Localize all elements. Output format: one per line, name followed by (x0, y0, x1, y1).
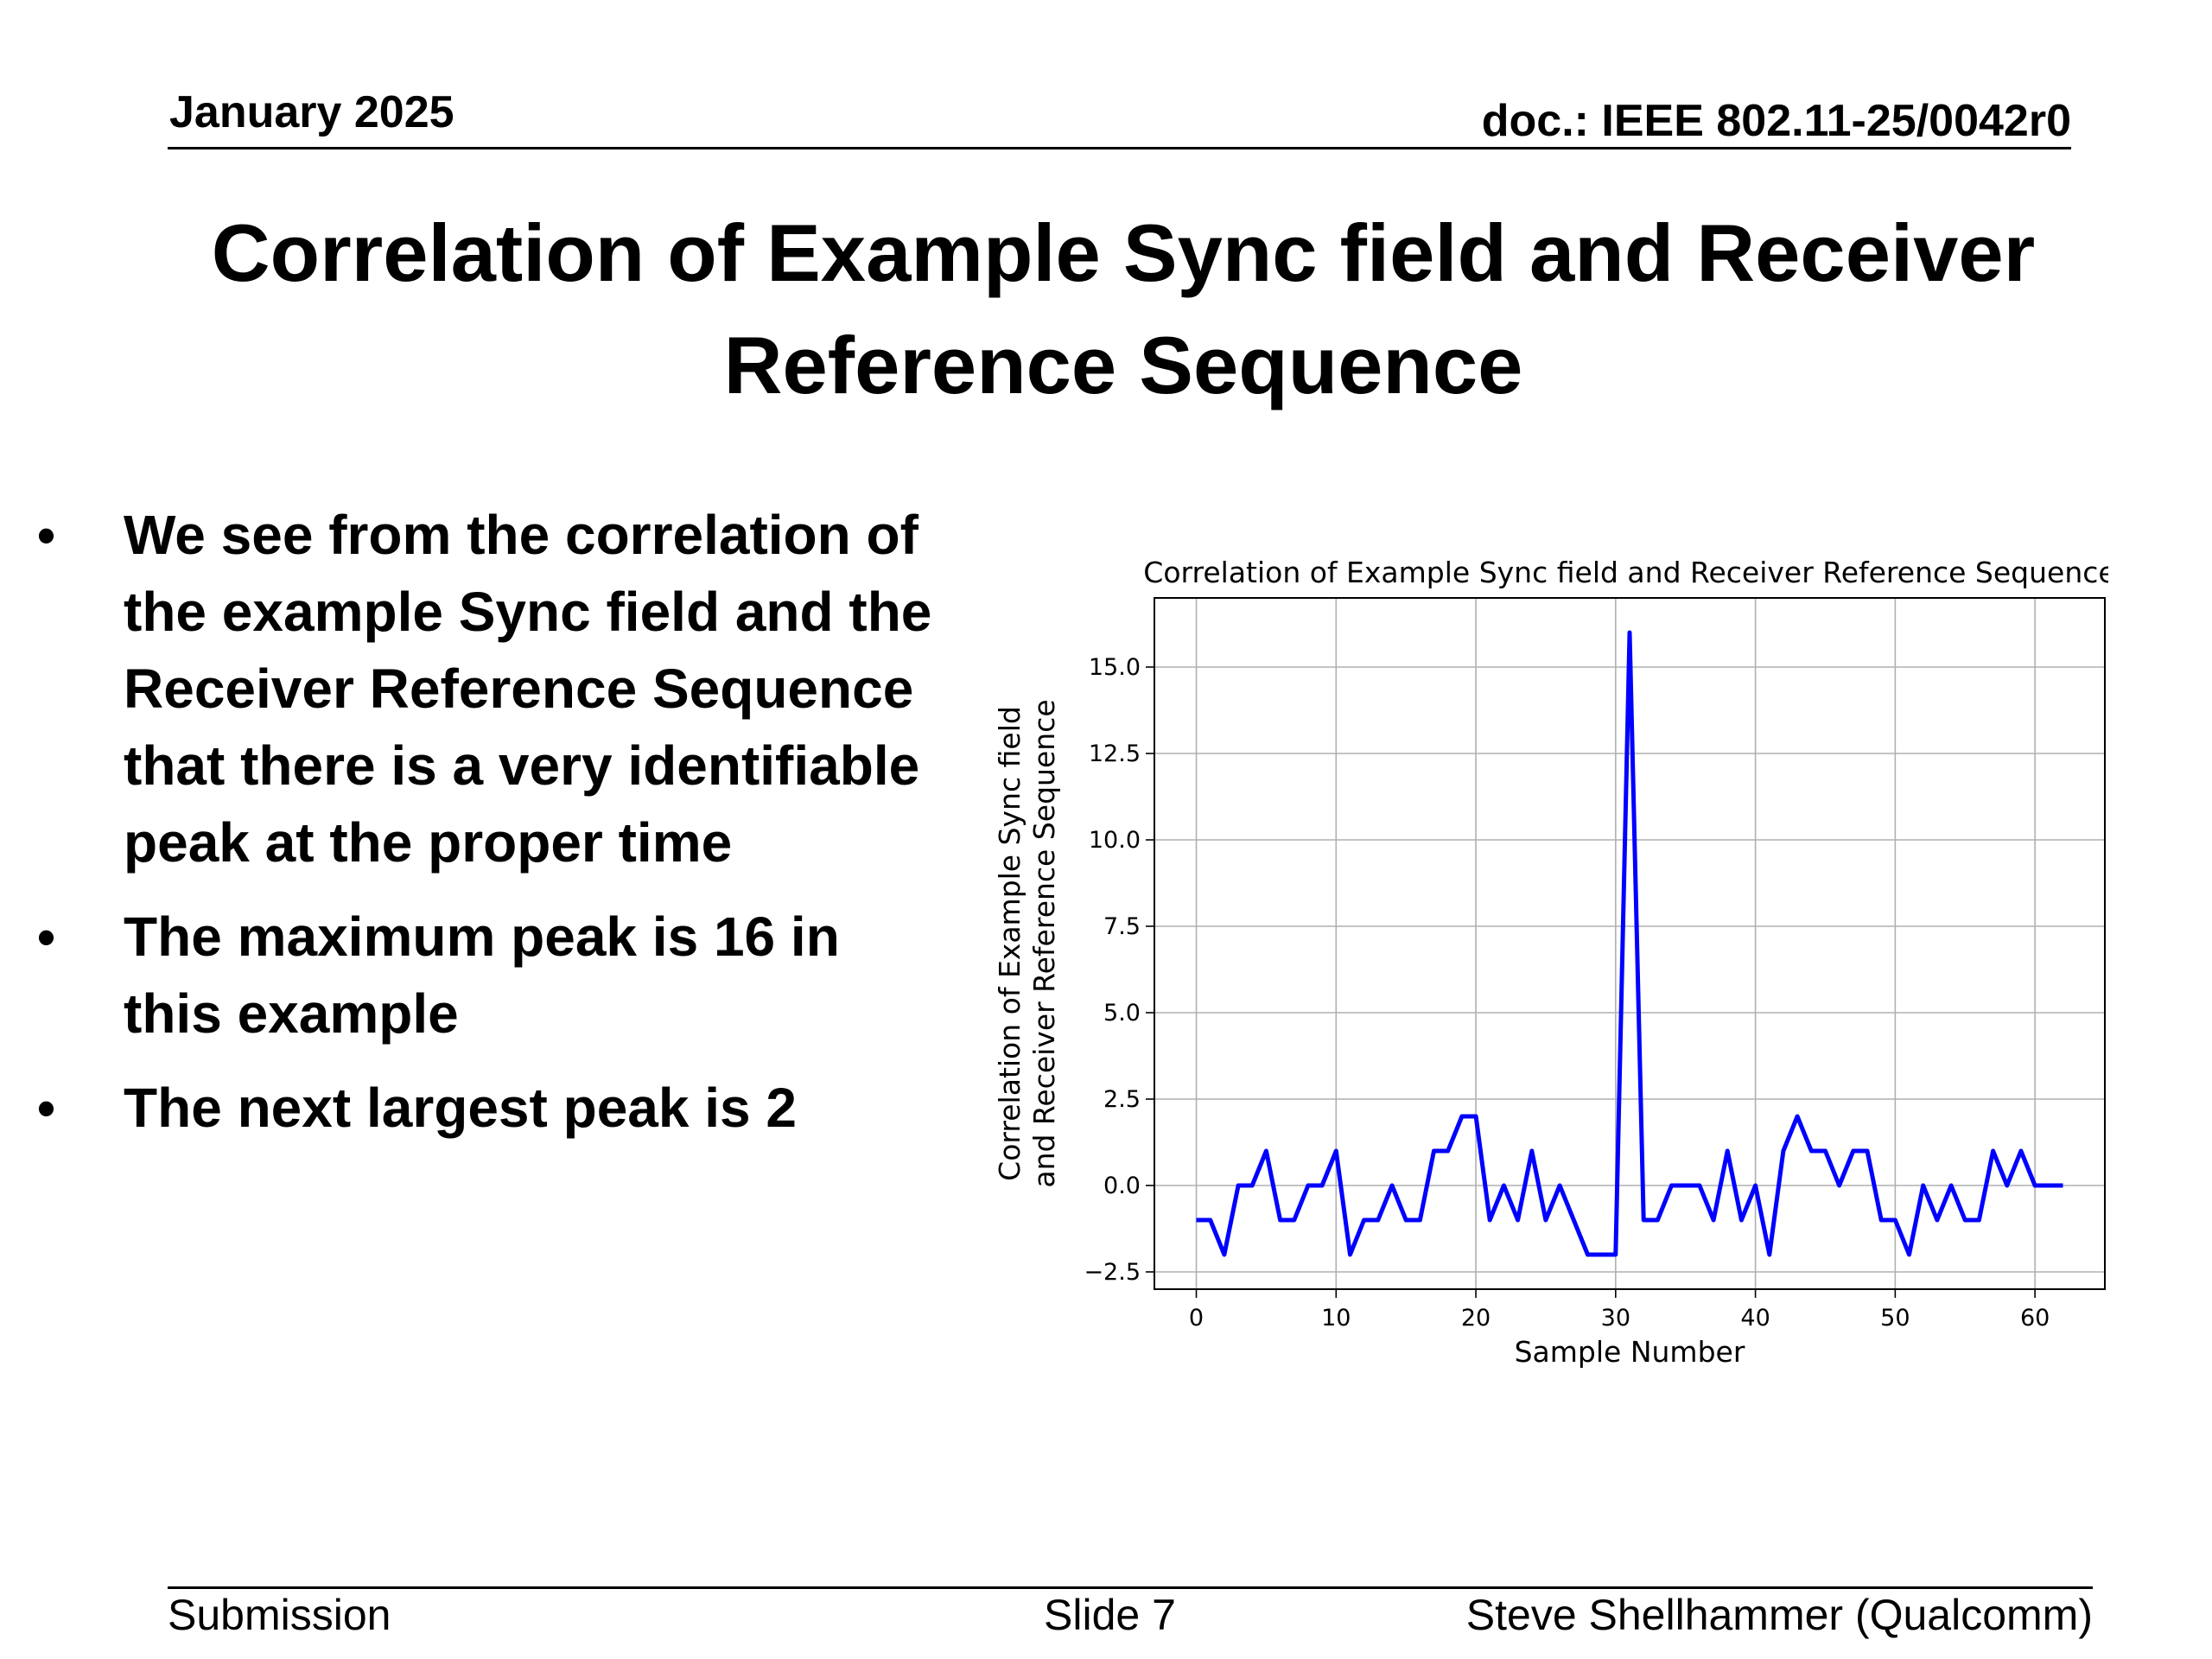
bullet-marker: • (37, 1079, 56, 1137)
bullet-list: • We see from the correlation of the exa… (35, 497, 933, 1164)
x-tick-label: 30 (1601, 1305, 1630, 1332)
y-tick-label: −2.5 (1084, 1259, 1141, 1286)
y-tick-label: 0.0 (1103, 1173, 1141, 1199)
correlation-chart: 0 10 20 30 40 50 60 −2.5 0.0 2.5 5.0 7.5 10.0 12.5 15.… (985, 544, 2108, 1391)
footer-submission: Submission (168, 1591, 391, 1639)
bullet-text: We see from the correlation of the examp… (124, 504, 932, 874)
y-tick-label: 2.5 (1103, 1086, 1141, 1113)
bullet-text: The maximum peak is 16 in this example (124, 906, 840, 1045)
correlation-chart-svg: 0 10 20 30 40 50 60 −2.5 0.0 2.5 5.0 7.5 10.0 12.5 15.… (993, 556, 2108, 1369)
bullet-marker: • (37, 908, 56, 966)
bullet-item: • The maximum peak is 16 in this example (35, 899, 933, 1052)
header-rule (168, 147, 2071, 149)
x-tick-label: 0 (1189, 1305, 1204, 1332)
x-tick-label: 50 (1880, 1305, 1910, 1332)
y-tick-label: 10.0 (1089, 827, 1141, 854)
footer-slide-number: Slide 7 (1044, 1591, 1176, 1639)
y-tick-label: 12.5 (1089, 741, 1141, 767)
x-axis-label: Sample Number (1515, 1335, 1745, 1369)
y-tick-label: 7.5 (1103, 913, 1141, 940)
header-doc-id: doc.: IEEE 802.11-25/0042r0 (1481, 96, 2071, 146)
x-tick-label: 20 (1461, 1305, 1491, 1332)
plot-frame (1154, 597, 2106, 1290)
x-tick-label: 60 (2020, 1305, 2050, 1332)
y-axis-label-line-2: and Receiver Reference Sequence (1027, 699, 1061, 1187)
footer-rule (168, 1586, 2093, 1589)
bullet-marker: • (37, 506, 56, 564)
header-date: January 2025 (169, 87, 454, 137)
y-axis-label-line-1: Correlation of Example Sync field (993, 706, 1027, 1181)
bullet-item: • We see from the correlation of the exa… (35, 497, 933, 881)
x-tick-label: 10 (1321, 1305, 1351, 1332)
y-tick-label: 15.0 (1089, 654, 1141, 681)
bullet-item: • The next largest peak is 2 (35, 1070, 933, 1147)
footer-author: Steve Shellhammer (Qualcomm) (1465, 1591, 2093, 1639)
bullet-text: The next largest peak is 2 (124, 1077, 797, 1139)
y-tick-label: 5.0 (1103, 1000, 1141, 1027)
x-tick-label: 40 (1740, 1305, 1770, 1332)
chart-title: Correlation of Example Sync field and Re… (1143, 556, 2108, 589)
correlation-series-line (1196, 630, 2063, 1257)
slide-title: Correlation of Example Sync field and Re… (211, 207, 2036, 410)
